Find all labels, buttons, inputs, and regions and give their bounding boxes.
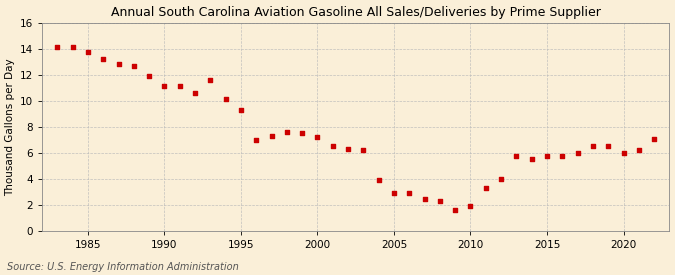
Point xyxy=(404,191,414,196)
Point xyxy=(343,147,354,151)
Point xyxy=(266,134,277,138)
Point xyxy=(511,153,522,158)
Point xyxy=(144,74,155,78)
Point xyxy=(465,204,476,208)
Point xyxy=(450,208,460,213)
Point xyxy=(159,84,170,89)
Point xyxy=(82,50,93,55)
Point xyxy=(435,199,446,204)
Point xyxy=(541,153,552,158)
Point xyxy=(495,177,506,181)
Point xyxy=(312,135,323,139)
Point xyxy=(52,45,63,50)
Point xyxy=(297,131,308,136)
Point xyxy=(220,97,231,102)
Point xyxy=(113,62,124,67)
Title: Annual South Carolina Aviation Gasoline All Sales/Deliveries by Prime Supplier: Annual South Carolina Aviation Gasoline … xyxy=(111,6,601,18)
Point xyxy=(618,151,629,155)
Point xyxy=(281,130,292,134)
Point xyxy=(98,57,109,61)
Point xyxy=(481,186,491,190)
Point xyxy=(557,153,568,158)
Y-axis label: Thousand Gallons per Day: Thousand Gallons per Day xyxy=(5,58,16,196)
Point xyxy=(174,84,185,89)
Point xyxy=(373,178,384,183)
Point xyxy=(190,91,200,95)
Point xyxy=(128,63,139,68)
Point xyxy=(649,136,659,141)
Point xyxy=(633,148,644,153)
Point xyxy=(358,148,369,153)
Point xyxy=(205,78,216,82)
Point xyxy=(68,45,78,50)
Point xyxy=(389,191,400,196)
Point xyxy=(526,157,537,162)
Point xyxy=(419,196,430,201)
Point xyxy=(236,108,246,112)
Text: Source: U.S. Energy Information Administration: Source: U.S. Energy Information Administ… xyxy=(7,262,238,272)
Point xyxy=(603,144,614,148)
Point xyxy=(251,138,262,142)
Point xyxy=(572,151,583,155)
Point xyxy=(327,144,338,148)
Point xyxy=(587,144,598,148)
